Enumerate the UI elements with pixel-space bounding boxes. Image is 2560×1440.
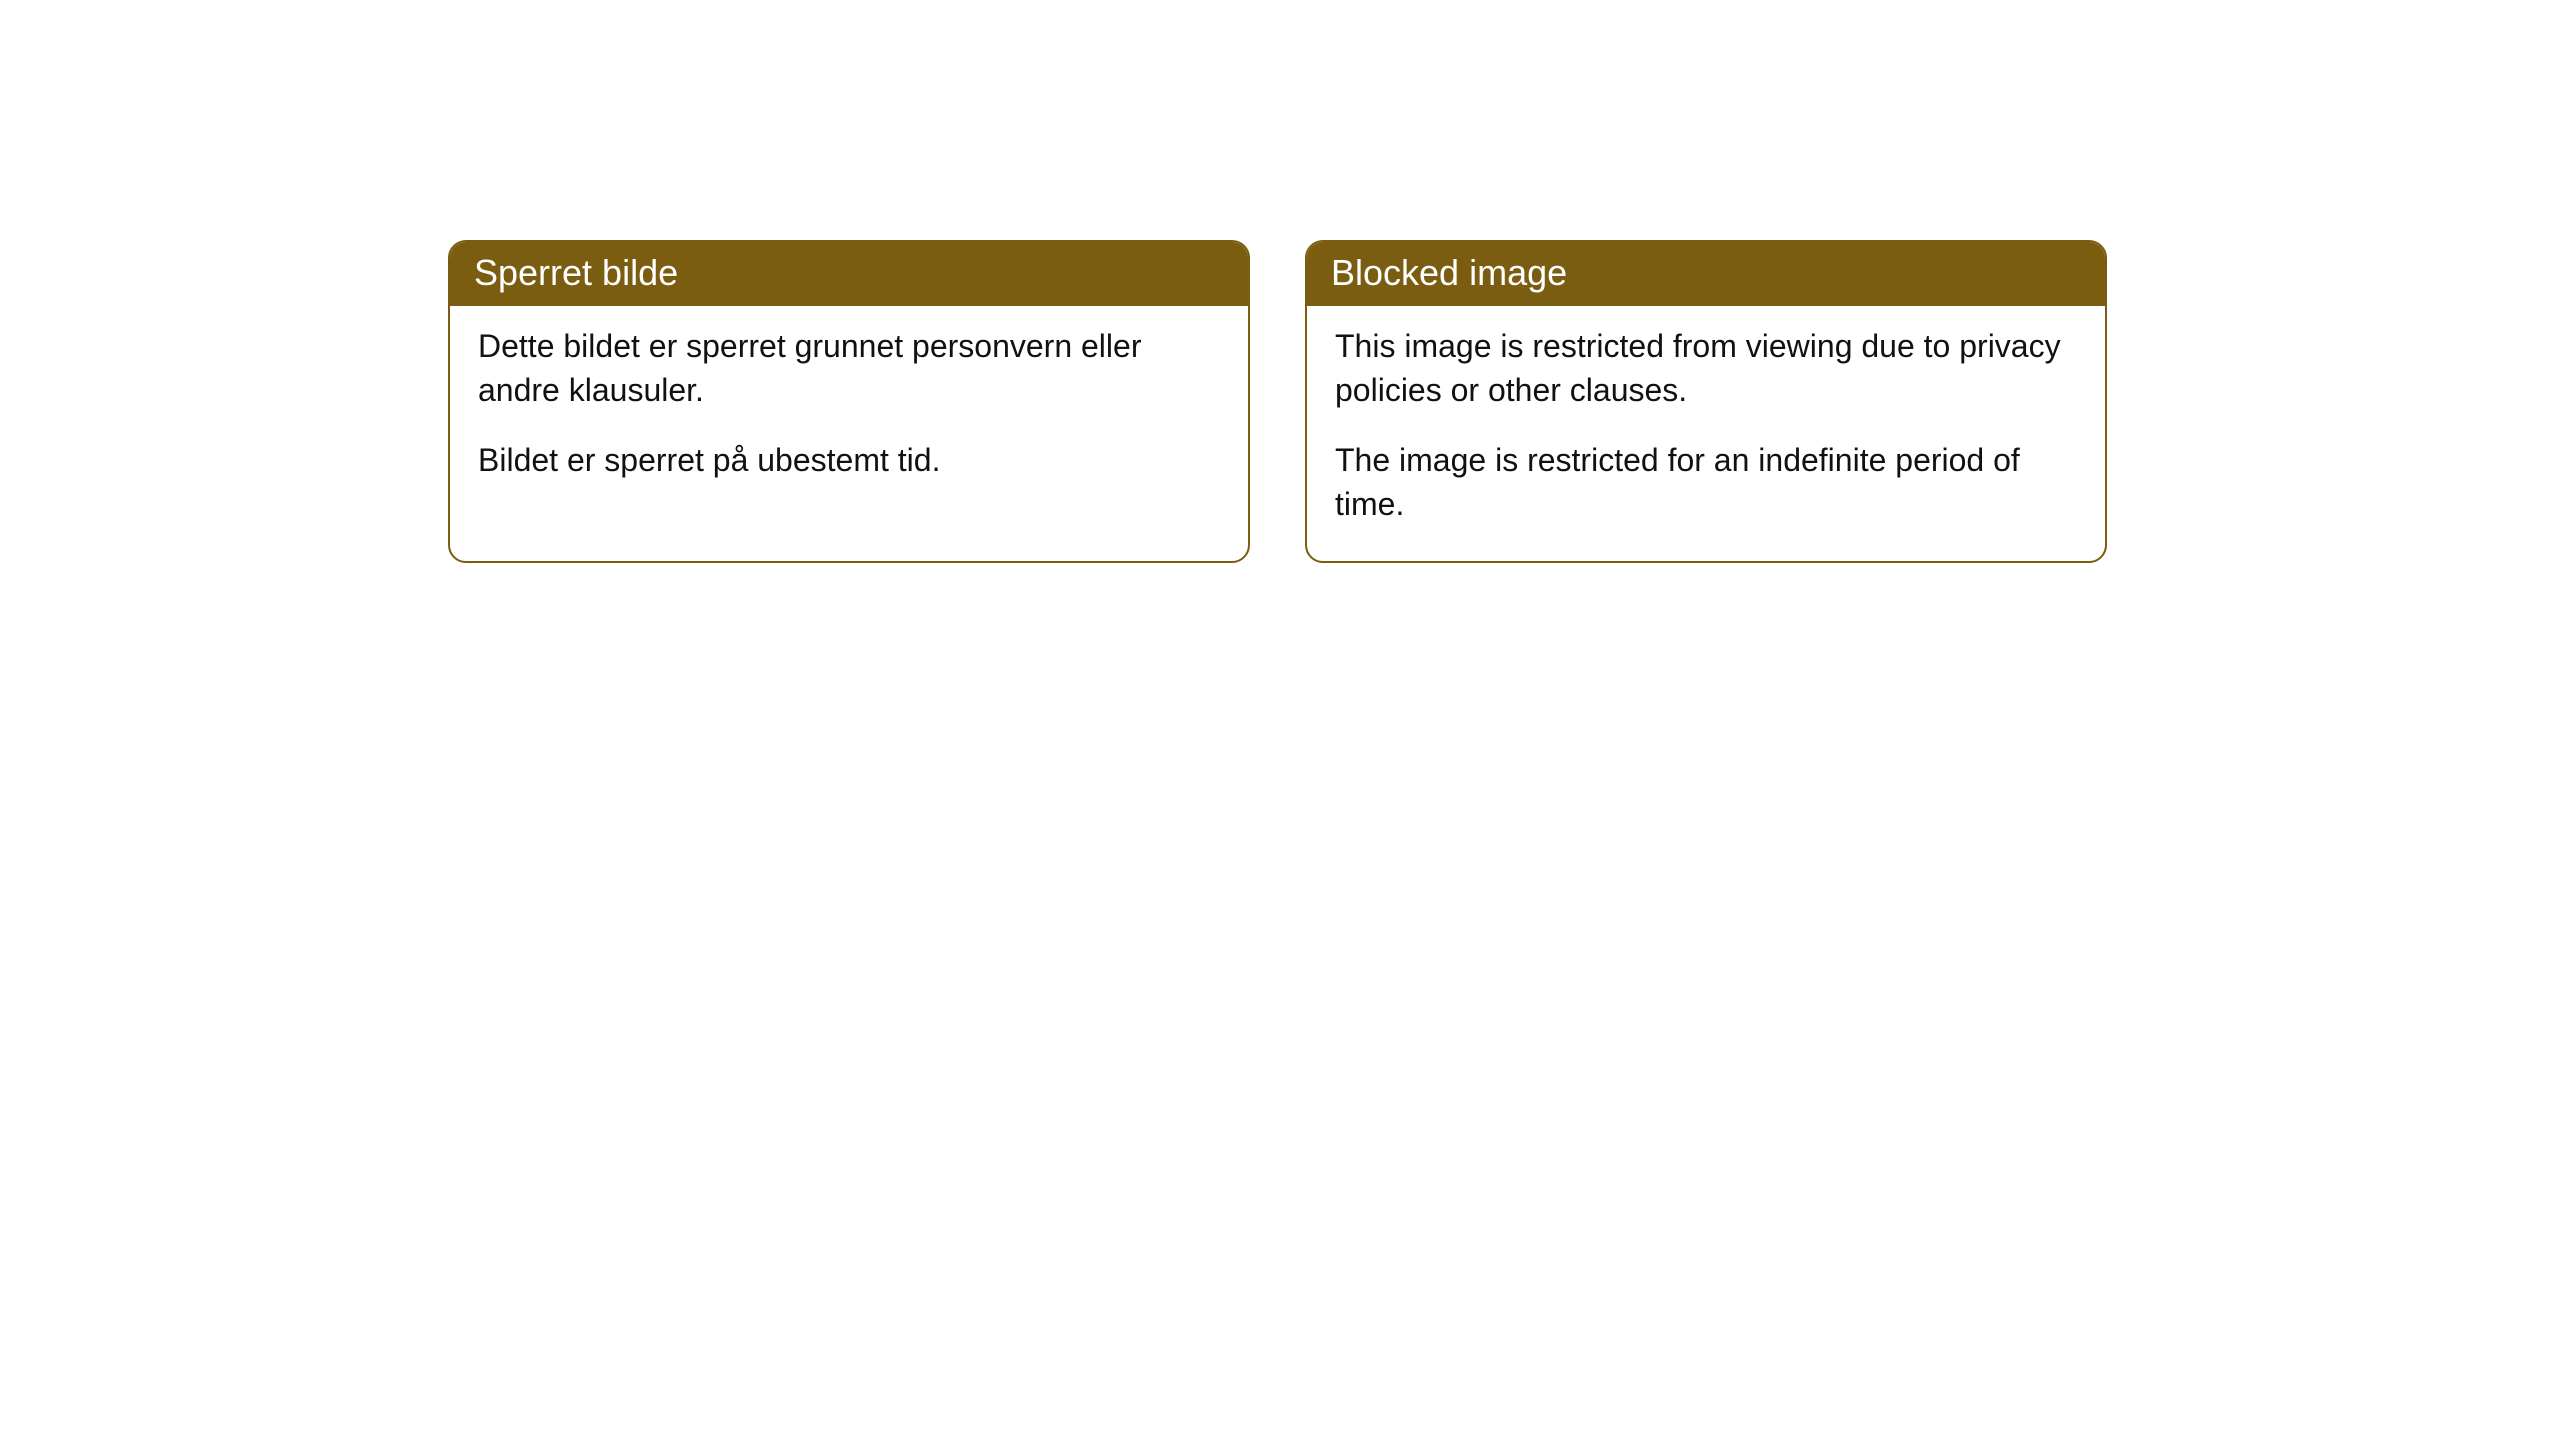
card-norwegian: Sperret bilde Dette bildet er sperret gr… xyxy=(448,240,1250,563)
card-body-norwegian: Dette bildet er sperret grunnet personve… xyxy=(450,306,1248,516)
card-paragraph-2: Bildet er sperret på ubestemt tid. xyxy=(478,438,1220,482)
card-header-english: Blocked image xyxy=(1307,242,2105,306)
cards-container: Sperret bilde Dette bildet er sperret gr… xyxy=(448,240,2107,563)
card-paragraph-1: Dette bildet er sperret grunnet personve… xyxy=(478,324,1220,412)
card-header-norwegian: Sperret bilde xyxy=(450,242,1248,306)
card-body-english: This image is restricted from viewing du… xyxy=(1307,306,2105,561)
card-paragraph-1: This image is restricted from viewing du… xyxy=(1335,324,2077,412)
card-english: Blocked image This image is restricted f… xyxy=(1305,240,2107,563)
card-paragraph-2: The image is restricted for an indefinit… xyxy=(1335,438,2077,526)
